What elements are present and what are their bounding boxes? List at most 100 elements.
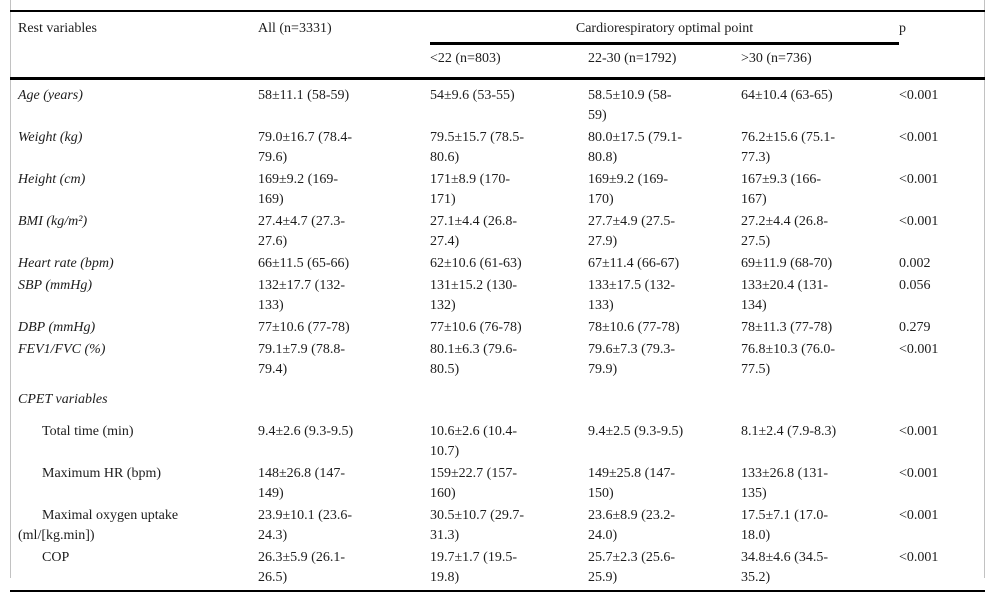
value-cell-cop-lt22: 80.1±6.3 (79.6-80.5) (430, 342, 518, 377)
value-cell-cop-gt30: 167±9.3 (166-167) (741, 172, 822, 207)
row-label-cell: DBP (mmHg) (18, 320, 96, 335)
p-value-cell: <0.001 (899, 508, 939, 523)
header-row-main: Rest variables All (n=3331) Cardiorespir… (10, 11, 985, 45)
value-cell-all: 79.0±16.7 (78.4-79.6) (258, 130, 353, 165)
value-cell-all: 169±9.2 (169-169) (258, 172, 339, 207)
p-value-cell: <0.001 (899, 214, 939, 229)
table-header: Rest variables All (n=3331) Cardiorespir… (10, 11, 986, 79)
value-cell-cop-lt22: 10.6±2.6 (10.4-10.7) (430, 424, 518, 459)
value-cell-cop-22-30: 58.5±10.9 (58-59) (588, 88, 672, 123)
value-cell-all: 66±11.5 (65-66) (258, 256, 350, 271)
value-cell-cop-22-30: 169±9.2 (169-170) (588, 172, 669, 207)
table-row: Total time (min) 9.4±2.6 (9.3-9.5) 10.6±… (10, 422, 985, 464)
row-label-cell: Heart rate (bpm) (18, 256, 114, 271)
value-cell-all: 26.3±5.9 (26.1-26.5) (258, 550, 346, 585)
row-label-cell: FEV1/FVC (%) (18, 342, 106, 357)
value-cell-cop-22-30: 149±25.8 (147-150) (588, 466, 676, 501)
row-label-cell: Maximum HR (bpm) (42, 466, 161, 481)
table-frame-left-border (10, 0, 11, 578)
value-cell-cop-gt30 (741, 382, 899, 422)
value-cell-cop-gt30: 34.8±4.6 (34.5-35.2) (741, 550, 829, 585)
row-label-cell: BMI (kg/m²) (18, 214, 88, 229)
table-row: Maximal oxygen uptake (ml/[kg.min]) 23.9… (10, 506, 985, 548)
value-cell-all: 23.9±10.1 (23.6-24.3) (258, 508, 353, 543)
value-cell-cop-gt30: 76.8±10.3 (76.0-77.5) (741, 342, 836, 377)
row-label-cell: CPET variables (18, 392, 108, 407)
row-label-cell: SBP (mmHg) (18, 278, 93, 293)
value-cell-all: 132±17.7 (132-133) (258, 278, 346, 313)
value-cell-cop-lt22: 77±10.6 (76-78) (430, 320, 522, 335)
value-cell-all: 9.4±2.6 (9.3-9.5) (258, 424, 354, 439)
value-cell-cop-lt22: 131±15.2 (130-132) (430, 278, 518, 313)
column-header-all: All (n=3331) (258, 21, 332, 36)
p-value-cell: <0.001 (899, 88, 939, 103)
table-row: Height (cm) 169±9.2 (169-169) 171±8.9 (1… (10, 170, 985, 212)
column-header-cop-gt30: >30 (n=736) (741, 51, 812, 66)
table-row: Maximum HR (bpm) 148±26.8 (147-149) 159±… (10, 464, 985, 506)
value-cell-cop-22-30: 79.6±7.3 (79.3-79.9) (588, 342, 676, 377)
column-header-p: p (899, 21, 907, 36)
table-row: Age (years) 58±11.1 (58-59) 54±9.6 (53-5… (10, 79, 985, 129)
row-label-cell: Weight (kg) (18, 130, 83, 145)
row-label-cell: COP (42, 550, 70, 565)
value-cell-cop-lt22: 171±8.9 (170-171) (430, 172, 511, 207)
p-value-cell: <0.001 (899, 424, 939, 439)
value-cell-cop-gt30: 78±11.3 (77-78) (741, 320, 833, 335)
value-cell-cop-gt30: 133±26.8 (131-135) (741, 466, 829, 501)
p-value-cell: 0.279 (899, 320, 931, 335)
table-row: BMI (kg/m²) 27.4±4.7 (27.3-27.6) 27.1±4.… (10, 212, 985, 254)
value-cell-cop-22-30: 80.0±17.5 (79.1-80.8) (588, 130, 683, 165)
value-cell-cop-gt30: 69±11.9 (68-70) (741, 256, 833, 271)
value-cell-cop-22-30: 133±17.5 (132-133) (588, 278, 676, 313)
table-row: SBP (mmHg) 132±17.7 (132-133) 131±15.2 (… (10, 276, 985, 318)
p-value-cell: <0.001 (899, 130, 939, 145)
table-row: FEV1/FVC (%) 79.1±7.9 (78.8-79.4) 80.1±6… (10, 340, 985, 382)
value-cell-cop-lt22: 27.1±4.4 (26.8-27.4) (430, 214, 518, 249)
value-cell-cop-gt30: 76.2±15.6 (75.1-77.3) (741, 130, 836, 165)
header-row-subgroups: <22 (n=803) 22-30 (n=1792) >30 (n=736) (10, 44, 985, 79)
value-cell-all: 27.4±4.7 (27.3-27.6) (258, 214, 346, 249)
column-header-spanner-cardiorespiratory-optimal-point: Cardiorespiratory optimal point (430, 11, 900, 45)
value-cell-cop-22-30: 23.6±8.9 (23.2-24.0) (588, 508, 676, 543)
p-value-cell: 0.002 (899, 256, 931, 271)
row-label-cell: Age (years) (18, 88, 83, 103)
value-cell-cop-gt30: 8.1±2.4 (7.9-8.3) (741, 424, 837, 439)
value-cell-cop-lt22 (430, 382, 588, 422)
table-row: CPET variables (10, 382, 985, 422)
table-row: COP 26.3±5.9 (26.1-26.5) 19.7±1.7 (19.5-… (10, 548, 985, 591)
table-body: Age (years) 58±11.1 (58-59) 54±9.6 (53-5… (10, 79, 985, 592)
p-value-cell: <0.001 (899, 342, 939, 357)
value-cell-cop-22-30: 9.4±2.5 (9.3-9.5) (588, 424, 684, 439)
value-cell-all: 79.1±7.9 (78.8-79.4) (258, 342, 346, 377)
value-cell-all: 148±26.8 (147-149) (258, 466, 346, 501)
row-label-cell: Total time (min) (42, 424, 134, 439)
value-cell-cop-gt30: 27.2±4.4 (26.8-27.5) (741, 214, 829, 249)
value-cell-cop-22-30 (588, 382, 741, 422)
value-cell-cop-22-30: 78±10.6 (77-78) (588, 320, 680, 335)
p-value-cell: <0.001 (899, 550, 939, 565)
row-label-cell: Height (cm) (18, 172, 86, 187)
p-value-cell (899, 382, 985, 422)
value-cell-cop-lt22: 54±9.6 (53-55) (430, 88, 515, 103)
p-value-cell: <0.001 (899, 172, 939, 187)
table-row: DBP (mmHg) 77±10.6 (77-78) 77±10.6 (76-7… (10, 318, 985, 340)
p-value-cell: 0.056 (899, 278, 931, 293)
value-cell-cop-lt22: 79.5±15.7 (78.5-80.6) (430, 130, 525, 165)
table-row: Weight (kg) 79.0±16.7 (78.4-79.6) 79.5±1… (10, 128, 985, 170)
column-header-rest-variables: Rest variables (18, 21, 97, 36)
value-cell-cop-gt30: 64±10.4 (63-65) (741, 88, 833, 103)
value-cell-cop-22-30: 27.7±4.9 (27.5-27.9) (588, 214, 676, 249)
value-cell-cop-22-30: 67±11.4 (66-67) (588, 256, 680, 271)
value-cell-cop-lt22: 62±10.6 (61-63) (430, 256, 522, 271)
row-label-cell: Maximal oxygen uptake (ml/[kg.min]) (18, 508, 179, 543)
value-cell-all: 58±11.1 (58-59) (258, 88, 350, 103)
value-cell-all (258, 382, 430, 422)
value-cell-cop-lt22: 159±22.7 (157-160) (430, 466, 518, 501)
value-cell-cop-lt22: 30.5±10.7 (29.7-31.3) (430, 508, 525, 543)
p-value-cell: <0.001 (899, 466, 939, 481)
table-row: Heart rate (bpm) 66±11.5 (65-66) 62±10.6… (10, 254, 985, 276)
column-header-cop-22-30: 22-30 (n=1792) (588, 51, 677, 66)
column-header-cop-lt22: <22 (n=803) (430, 51, 501, 66)
rest-variables-statistics-table: Rest variables All (n=3331) Cardiorespir… (10, 10, 986, 592)
value-cell-cop-lt22: 19.7±1.7 (19.5-19.8) (430, 550, 518, 585)
